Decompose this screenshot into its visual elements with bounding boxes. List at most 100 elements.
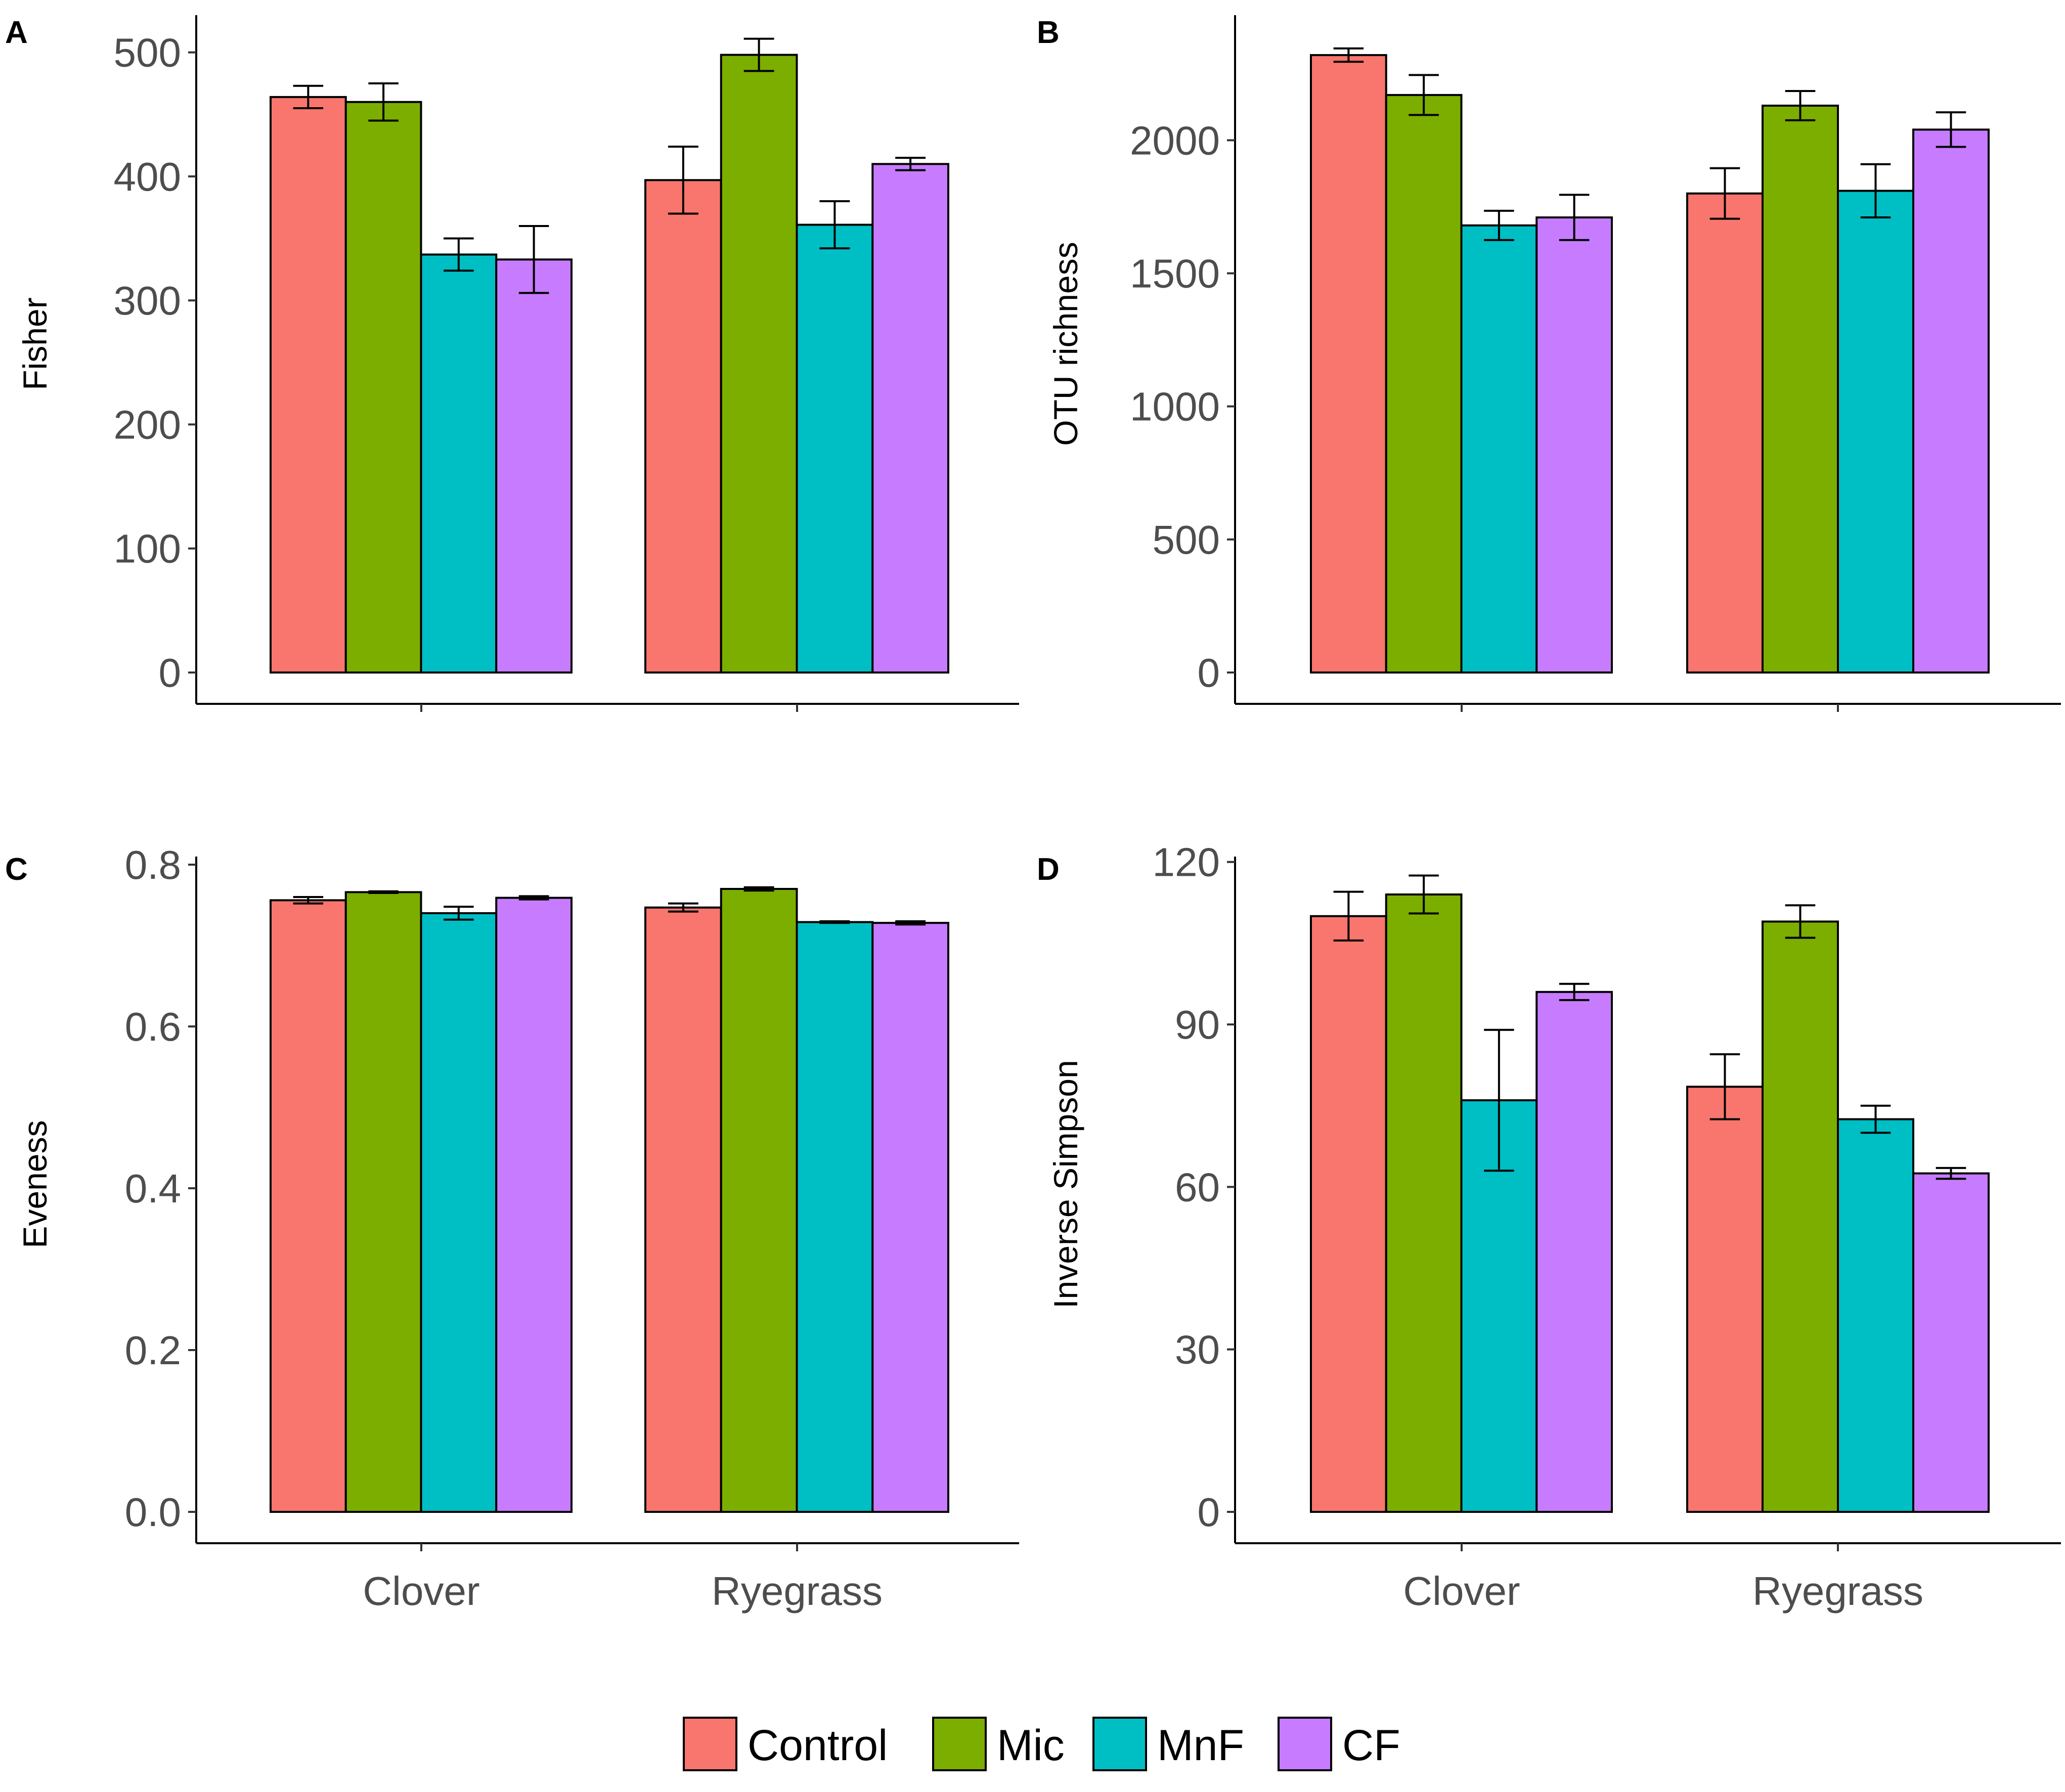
error-bar [444, 906, 474, 921]
bar-cf-clover [495, 258, 573, 674]
error-bar [895, 920, 926, 926]
error-bar [1936, 1167, 1966, 1180]
bar-mnf-ryegrass [796, 921, 874, 1513]
panel-letter: B [1037, 15, 1060, 50]
legend-label-mic: Mic [997, 1721, 1065, 1770]
error-bar [1860, 1104, 1891, 1134]
bar-control-ryegrass [1686, 192, 1764, 674]
error-bar [293, 896, 324, 905]
bar-mic-clover [1385, 94, 1463, 674]
error-bar [668, 902, 698, 913]
error-bar [668, 146, 698, 215]
error-bar [1785, 90, 1816, 121]
panel-c: C 0.0 0.2 0.4 0.6 0.8 Eveness Clover Ryegrass [5, 842, 1019, 1614]
y-tick-label: 120 [1153, 840, 1220, 885]
error-bar [743, 37, 774, 72]
bar-control-ryegrass [644, 906, 722, 1513]
y-tick-label: 2000 [1130, 118, 1220, 163]
bar-mnf-clover [420, 912, 498, 1513]
legend-label-mnf: MnF [1157, 1721, 1244, 1770]
x-tick-label: Clover [1403, 1569, 1520, 1614]
bar-control-clover [270, 899, 347, 1513]
x-tick-label: Ryegrass [1752, 1569, 1923, 1614]
error-bar [895, 157, 926, 171]
legend-label-cf: CF [1342, 1721, 1400, 1770]
y-tick-label: 0 [1198, 650, 1220, 695]
legend-swatch-cf [1278, 1717, 1332, 1771]
y-tick-label: 400 [114, 154, 181, 199]
error-bar [1333, 890, 1364, 942]
panel-letter: A [5, 15, 28, 50]
bar-cf-clover [1535, 216, 1613, 674]
error-bar [1409, 74, 1439, 116]
panel-a: A0100200300400500FisherCloverRyegrass [5, 15, 1019, 712]
error-bar [1333, 47, 1364, 63]
error-bar [743, 886, 774, 892]
y-tick-label: 0.6 [125, 1004, 181, 1049]
error-bar [1559, 982, 1590, 1001]
bar-mic-ryegrass [1762, 104, 1839, 674]
y-axis-title: Eveness [16, 1120, 54, 1248]
bar-cf-clover [1535, 991, 1613, 1513]
error-bar [1559, 194, 1590, 241]
error-bar [819, 200, 850, 250]
bar-mic-ryegrass [1762, 920, 1839, 1513]
y-tick-label: 0.8 [125, 842, 181, 887]
bar-cf-ryegrass [871, 922, 949, 1513]
error-bar [444, 237, 474, 272]
error-bar [518, 225, 549, 294]
y-tick-label: 500 [1153, 517, 1220, 562]
bar-control-ryegrass [644, 179, 722, 674]
error-bar [819, 920, 850, 924]
y-axis-title: Inverse Simpson [1047, 1060, 1084, 1309]
x-tick-label: Ryegrass [712, 1569, 883, 1614]
error-bar [1709, 1053, 1740, 1121]
error-bar [1409, 874, 1439, 915]
y-tick-label: 60 [1175, 1164, 1220, 1209]
bar-mic-ryegrass [720, 54, 798, 674]
error-bar [368, 82, 399, 122]
y-tick-label: 30 [1175, 1327, 1220, 1372]
bar-mic-clover [344, 891, 422, 1513]
legend: Control Mic MnF CF [683, 1717, 1400, 1771]
y-tick-label: 100 [114, 526, 181, 571]
bar-control-clover [1310, 54, 1387, 674]
panel-letter: C [5, 852, 28, 887]
y-tick-label: 0 [1198, 1490, 1220, 1535]
error-bar [1936, 111, 1966, 148]
y-tick-label: 300 [114, 278, 181, 323]
y-axis-title: OTU richness [1047, 242, 1084, 445]
bar-mnf-ryegrass [1837, 1118, 1914, 1513]
legend-label-control: Control [748, 1721, 888, 1770]
legend-swatch-mnf [1092, 1717, 1147, 1771]
y-tick-label: 200 [114, 402, 181, 447]
bar-mnf-ryegrass [796, 223, 874, 674]
error-bar [1709, 167, 1740, 220]
error-bar [518, 895, 549, 901]
bar-cf-ryegrass [1912, 1172, 1990, 1513]
y-tick-label: 0 [159, 650, 182, 695]
y-tick-label: 500 [114, 30, 181, 75]
y-tick-label: 1500 [1130, 251, 1220, 296]
y-axis-title: Fisher [16, 297, 54, 390]
bar-mnf-clover [420, 253, 498, 674]
bar-mic-ryegrass [720, 888, 798, 1513]
y-tick-label: 0.0 [125, 1490, 181, 1535]
bar-cf-ryegrass [1912, 128, 1990, 674]
bar-mic-clover [344, 101, 422, 674]
error-bar [1785, 904, 1816, 939]
error-bar [368, 890, 399, 894]
y-tick-label: 90 [1175, 1002, 1220, 1047]
error-bar [1860, 163, 1891, 218]
bar-control-clover [270, 96, 347, 674]
bar-control-ryegrass [1686, 1086, 1764, 1513]
y-tick-label: 0.2 [125, 1328, 181, 1373]
legend-swatch-mic [932, 1717, 987, 1771]
y-tick-label: 1000 [1130, 384, 1220, 429]
error-bar [1484, 209, 1514, 241]
legend-swatch-control [683, 1717, 737, 1771]
panel-letter: D [1037, 852, 1060, 887]
bar-mnf-clover [1460, 224, 1538, 674]
